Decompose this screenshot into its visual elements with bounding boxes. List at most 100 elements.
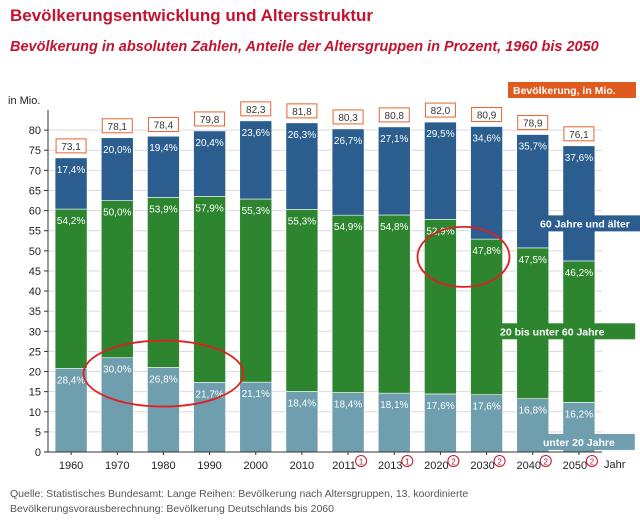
total-box-frame bbox=[240, 101, 272, 117]
x-tick-label: 2020 bbox=[424, 460, 448, 472]
legend-60-plus-bg bbox=[535, 215, 640, 232]
segment-label-20-to-60: 47,5% bbox=[519, 255, 547, 266]
bar-segment-60-plus bbox=[54, 157, 88, 210]
x-tick-label: 2000 bbox=[244, 460, 268, 472]
bar-segment-20-to-60 bbox=[54, 208, 88, 369]
legend-total-bg bbox=[508, 82, 636, 98]
total-box-frame bbox=[286, 103, 318, 119]
annotations bbox=[82, 225, 511, 408]
footnote-marker-circle bbox=[585, 455, 598, 467]
x-tick-label: 2030 bbox=[470, 460, 494, 472]
source-note: Quelle: Statistisches Bundesamt: Lange R… bbox=[10, 487, 468, 517]
bar-segment-60-plus bbox=[100, 137, 134, 201]
total-value-box: 82,0 bbox=[424, 102, 456, 118]
total-value-label: 81,8 bbox=[292, 107, 312, 118]
legend-under-20-bg bbox=[538, 433, 635, 450]
segment-label-under-20: 26,8% bbox=[149, 374, 177, 385]
segment-label-60-plus: 34,6% bbox=[472, 133, 500, 144]
y-tick-label: 10 bbox=[29, 407, 41, 419]
total-value-label: 82,3 bbox=[246, 105, 266, 116]
total-value-box: 82,3 bbox=[240, 101, 272, 117]
footnote-marker: 2 bbox=[451, 458, 456, 467]
segment-label-20-to-60: 52,9% bbox=[426, 226, 454, 237]
footnote-marker-circle bbox=[447, 455, 460, 467]
segment-label-60-plus: 26,3% bbox=[288, 130, 316, 141]
segment-label-20-to-60: 47,8% bbox=[472, 246, 500, 257]
legend-60-plus: 60 Jahre und älter bbox=[535, 215, 640, 232]
footnote-marker: 2 bbox=[544, 458, 549, 467]
total-value-box: 79,8 bbox=[194, 111, 226, 127]
bar-segment-under-20 bbox=[239, 381, 273, 453]
bar-segment-under-20 bbox=[193, 382, 226, 453]
total-value-label: 79,8 bbox=[200, 115, 220, 126]
bar-segment-60-plus bbox=[239, 120, 273, 200]
segment-label-20-to-60: 46,2% bbox=[565, 268, 593, 279]
total-value-label: 78,9 bbox=[523, 119, 543, 130]
segment-label-20-to-60: 50,0% bbox=[103, 208, 131, 219]
y-tick-label: 5 bbox=[35, 427, 41, 439]
chart-title: Bevölkerungsentwicklung und Altersstrukt… bbox=[10, 6, 374, 25]
bar-segment-20-to-60 bbox=[285, 209, 319, 392]
bar-segment-under-20 bbox=[424, 393, 457, 453]
footnote-marker: 1 bbox=[359, 458, 364, 467]
bar-segment-60-plus bbox=[193, 130, 226, 197]
segment-label-60-plus: 27,1% bbox=[380, 134, 408, 145]
y-tick-label: 75 bbox=[29, 145, 41, 157]
legend: 60 Jahre und älter 20 bis unter 60 Jahre u… bbox=[495, 82, 640, 450]
legend-under-20: unter 20 Jahre bbox=[538, 433, 635, 450]
total-value-label: 80,9 bbox=[477, 110, 497, 121]
segment-label-20-to-60: 55,3% bbox=[288, 216, 316, 227]
total-box-frame bbox=[471, 106, 503, 122]
source-line-2: Bevölkerungsvorausberechnung: Bevölkerun… bbox=[10, 503, 334, 515]
total-value-box: 73,1 bbox=[55, 138, 87, 154]
bar-segment-20-to-60 bbox=[331, 214, 365, 393]
segment-label-60-plus: 29,5% bbox=[426, 129, 454, 140]
source-line-1: Quelle: Statistisches Bundesamt: Lange R… bbox=[10, 488, 469, 500]
bar-segment-20-to-60 bbox=[239, 198, 273, 383]
y-tick-label: 35 bbox=[29, 306, 41, 318]
grid-lines: 0 5 10 15 20 25 30 35 40 45 50 55 60 65 70 75 80 bbox=[29, 125, 602, 459]
segment-label-under-20: 18,4% bbox=[334, 400, 362, 411]
bar-segment-under-20 bbox=[54, 368, 88, 453]
segment-label-60-plus: 20,4% bbox=[195, 138, 223, 149]
x-axis-label: Jahr bbox=[604, 459, 626, 471]
x-tick-label: 1960 bbox=[59, 460, 83, 472]
segment-label-60-plus: 26,7% bbox=[334, 136, 362, 147]
total-box-frame bbox=[194, 111, 226, 127]
y-tick-label: 80 bbox=[29, 125, 41, 137]
legend-20-to-60-text: 20 bis unter 60 Jahre bbox=[500, 326, 605, 338]
bars: 28,4% 54,2% 17,4% 73,1 1960 30,0% 50,0% 20,0% 78… bbox=[54, 101, 598, 472]
bar-segment-60-plus bbox=[147, 135, 180, 198]
total-value-box: 78,4 bbox=[147, 117, 179, 133]
bar-segment-20-to-60 bbox=[516, 247, 550, 399]
bar-segment-60-plus bbox=[470, 126, 503, 240]
total-value-box: 78,1 bbox=[101, 118, 133, 134]
bar-segment-20-to-60 bbox=[424, 219, 457, 395]
total-box-frame bbox=[55, 138, 87, 154]
footnote-marker: 2 bbox=[497, 458, 502, 467]
total-value-box: 76,1 bbox=[563, 126, 595, 142]
segment-label-60-plus: 35,7% bbox=[519, 142, 547, 153]
total-value-label: 80,3 bbox=[338, 113, 358, 124]
segment-label-under-20: 16,8% bbox=[519, 406, 547, 417]
x-tick-label: 2050 bbox=[563, 460, 587, 472]
total-box-frame bbox=[424, 102, 456, 118]
total-value-label: 78,1 bbox=[108, 122, 128, 133]
legend-20-to-60-bg bbox=[495, 323, 636, 340]
axes: in Mio. Jahr bbox=[8, 95, 626, 471]
footnote-marker-circle bbox=[493, 455, 506, 467]
y-tick-label: 50 bbox=[29, 246, 41, 258]
segment-label-60-plus: 19,4% bbox=[149, 143, 177, 154]
segment-label-60-plus: 20,0% bbox=[103, 145, 131, 156]
y-tick-label: 65 bbox=[29, 185, 41, 197]
footnote-marker-circle bbox=[539, 455, 552, 467]
footnote-marker-circle bbox=[401, 455, 414, 467]
bar-segment-under-20 bbox=[100, 357, 134, 453]
total-value-label: 78,4 bbox=[154, 121, 174, 132]
segment-label-60-plus: 37,6% bbox=[565, 153, 593, 164]
legend-60-plus-text: 60 Jahre und älter bbox=[540, 218, 630, 230]
segment-label-under-20: 17,6% bbox=[472, 402, 500, 413]
x-tick-label: 1970 bbox=[105, 460, 129, 472]
bar-segment-under-20 bbox=[147, 367, 180, 453]
bar-segment-20-to-60 bbox=[470, 238, 503, 396]
